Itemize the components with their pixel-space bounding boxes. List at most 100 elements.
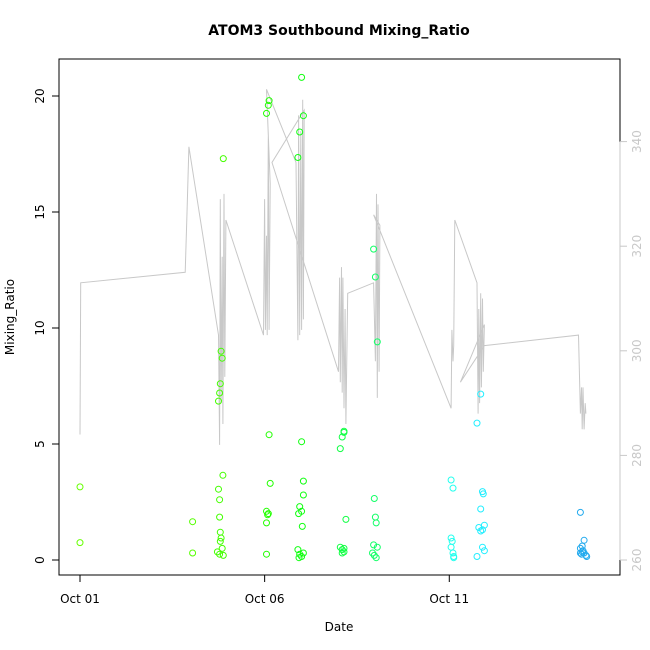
data-point bbox=[219, 155, 227, 163]
data-point bbox=[373, 543, 381, 551]
data-point bbox=[216, 550, 224, 558]
data-point bbox=[338, 546, 346, 554]
data-point bbox=[449, 484, 457, 492]
data-point bbox=[263, 109, 270, 117]
data-point bbox=[299, 549, 307, 557]
data-point bbox=[473, 553, 481, 560]
y2-tick-label: 320 bbox=[630, 235, 644, 258]
data-point bbox=[450, 554, 458, 562]
y-tick-label: 20 bbox=[33, 88, 47, 103]
data-point bbox=[370, 245, 378, 253]
data-point bbox=[370, 551, 378, 559]
data-point bbox=[479, 526, 486, 534]
data-point bbox=[576, 508, 584, 516]
data-point bbox=[295, 554, 303, 562]
mixing-ratio-points bbox=[76, 73, 591, 562]
y-tick-label: 10 bbox=[33, 320, 47, 335]
y-axis: 0 5 10 15 20 bbox=[33, 88, 60, 564]
data-point bbox=[218, 544, 226, 552]
data-point bbox=[583, 553, 591, 560]
data-point bbox=[264, 101, 272, 109]
data-point bbox=[217, 534, 225, 542]
data-point bbox=[294, 154, 302, 161]
data-point bbox=[216, 513, 224, 521]
data-point bbox=[215, 397, 222, 405]
data-point bbox=[219, 471, 227, 479]
data-point bbox=[263, 507, 270, 515]
data-point bbox=[215, 485, 222, 493]
data-point bbox=[576, 549, 584, 557]
data-point bbox=[294, 546, 302, 554]
y-tick-label: 0 bbox=[33, 556, 47, 564]
data-point bbox=[340, 427, 348, 435]
data-point bbox=[219, 551, 227, 559]
data-point bbox=[477, 527, 485, 535]
data-point bbox=[263, 519, 270, 527]
data-point bbox=[296, 503, 304, 511]
data-point bbox=[479, 490, 487, 498]
x-axis-label: Date bbox=[325, 620, 354, 634]
data-point bbox=[265, 97, 273, 105]
data-point bbox=[580, 536, 588, 544]
data-point bbox=[216, 496, 224, 504]
data-point bbox=[370, 541, 378, 549]
y2-axis: 260 280 300 320 340 bbox=[619, 130, 644, 572]
data-point bbox=[213, 548, 221, 556]
data-point bbox=[338, 549, 346, 557]
data-point bbox=[373, 338, 381, 346]
data-point bbox=[371, 513, 379, 521]
x-tick-label: Oct 01 bbox=[60, 592, 100, 606]
series-line bbox=[79, 89, 587, 445]
data-point bbox=[218, 354, 226, 362]
data-point bbox=[189, 518, 197, 526]
data-point bbox=[216, 537, 224, 545]
data-point bbox=[447, 534, 455, 542]
data-point bbox=[299, 112, 307, 120]
data-point bbox=[76, 539, 84, 547]
x-tick-label: Oct 06 bbox=[245, 592, 285, 606]
data-point bbox=[299, 477, 307, 485]
data-point bbox=[480, 521, 488, 529]
data-point bbox=[477, 390, 485, 398]
data-point bbox=[216, 389, 224, 397]
y-axis-label: Mixing_Ratio bbox=[3, 279, 17, 355]
data-point bbox=[342, 515, 350, 523]
data-point bbox=[266, 479, 274, 487]
y2-tick-label: 260 bbox=[630, 549, 644, 572]
data-point bbox=[264, 511, 272, 519]
data-point bbox=[477, 505, 485, 513]
data-point bbox=[473, 419, 481, 427]
data-point bbox=[298, 73, 306, 81]
data-point bbox=[340, 548, 348, 556]
data-point bbox=[336, 445, 344, 453]
data-point bbox=[372, 519, 380, 527]
data-point bbox=[298, 438, 306, 446]
data-point bbox=[217, 347, 225, 355]
data-point bbox=[447, 476, 455, 484]
data-point bbox=[372, 554, 380, 562]
data-point bbox=[264, 510, 272, 518]
data-point bbox=[216, 528, 224, 536]
data-point bbox=[263, 550, 270, 558]
data-point bbox=[448, 537, 456, 545]
y2-tick-label: 300 bbox=[630, 339, 644, 362]
data-point bbox=[189, 549, 197, 557]
data-point bbox=[299, 491, 307, 499]
data-point bbox=[479, 543, 486, 551]
y-tick-label: 5 bbox=[33, 440, 47, 448]
data-point bbox=[265, 431, 273, 439]
data-point bbox=[295, 510, 303, 518]
x-tick-label: Oct 11 bbox=[429, 592, 469, 606]
data-point bbox=[296, 550, 304, 558]
data-point bbox=[480, 547, 488, 555]
x-axis: Oct 01 Oct 06 Oct 11 bbox=[60, 574, 469, 606]
y2-tick-label: 280 bbox=[630, 444, 644, 467]
data-point bbox=[449, 549, 457, 557]
data-point bbox=[216, 380, 224, 388]
data-point bbox=[76, 483, 84, 491]
data-point bbox=[371, 273, 379, 281]
chart-title: ATOM3 Southbound Mixing_Ratio bbox=[208, 23, 470, 39]
data-point bbox=[370, 495, 378, 502]
y2-tick-label: 340 bbox=[630, 130, 644, 153]
right-axis-line-series bbox=[79, 89, 587, 445]
